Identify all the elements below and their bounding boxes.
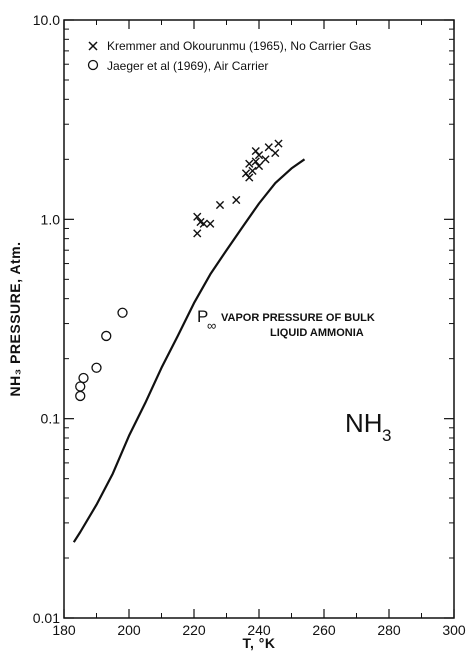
species-label: NH 3: [345, 408, 391, 445]
point-kremmer: [274, 139, 283, 148]
x-axis-title: T, °K: [243, 635, 276, 651]
vapor-pressure-curve: [72, 158, 306, 543]
point-kremmer: [264, 143, 273, 152]
x-tick-label: 200: [117, 622, 141, 638]
point-kremmer: [254, 151, 264, 160]
point-kremmer: [254, 161, 264, 171]
legend-x-marker: [88, 41, 98, 51]
curve-symbol-p: P: [197, 307, 208, 326]
x-tick-label: 300: [442, 622, 466, 638]
point-kremmer: [206, 219, 215, 228]
vapor-pressure-curve-layer: [72, 158, 306, 543]
x-tick-label: 220: [182, 622, 206, 638]
y-tick-label: 0.01: [33, 610, 60, 626]
species-label-main: NH: [345, 408, 383, 438]
point-jaeger: [75, 381, 86, 392]
point-kremmer: [271, 148, 280, 158]
y-tick-label: 1.0: [41, 211, 61, 227]
tick-labels: 180 200 220 240 260 280 300 0.01 0.1 1.0 10.0: [33, 12, 466, 638]
point-kremmer: [215, 200, 225, 210]
legend-o-marker: [87, 59, 99, 71]
curve-label-line1: VAPOR PRESSURE OF BULK: [221, 312, 375, 324]
point-kremmer: [199, 219, 208, 228]
curve-annotation: P ∞ VAPOR PRESSURE OF BULK LIQUID AMMONI…: [197, 307, 375, 339]
curve-label-line2: LIQUID AMMONIA: [270, 327, 364, 339]
point-kremmer: [245, 159, 254, 168]
point-jaeger: [101, 330, 112, 342]
point-jaeger: [117, 307, 128, 318]
point-kremmer: [193, 212, 202, 221]
x-tick-label: 240: [247, 622, 271, 638]
data-points: [75, 139, 283, 402]
legend-label-jaeger: Jaeger et al (1969), Air Carrier: [107, 59, 268, 73]
point-kremmer: [193, 229, 202, 238]
point-kremmer: [251, 157, 260, 166]
y-tick-label: 10.0: [33, 12, 60, 28]
curve-symbol-subscript: ∞: [207, 318, 216, 333]
y-tick-label: 0.1: [41, 411, 61, 427]
axis-ticks: [63, 19, 455, 619]
y-axis-title: NH₃ PRESSURE, Atm.: [7, 242, 23, 397]
x-tick-label: 280: [377, 622, 401, 638]
species-label-subscript: 3: [382, 426, 391, 445]
point-jaeger: [75, 390, 86, 402]
point-kremmer: [232, 195, 241, 205]
legend-label-kremmer: Kremmer and Okourunmu (1965), No Carrier…: [107, 39, 371, 53]
point-jaeger: [78, 372, 89, 384]
x-tick-label: 180: [52, 622, 76, 638]
point-kremmer: [245, 173, 254, 182]
point-kremmer: [261, 155, 270, 164]
point-kremmer: [248, 166, 257, 175]
x-tick-label: 260: [312, 622, 336, 638]
legend: Kremmer and Okourunmu (1965), No Carrier…: [87, 39, 371, 73]
point-jaeger: [91, 362, 102, 373]
